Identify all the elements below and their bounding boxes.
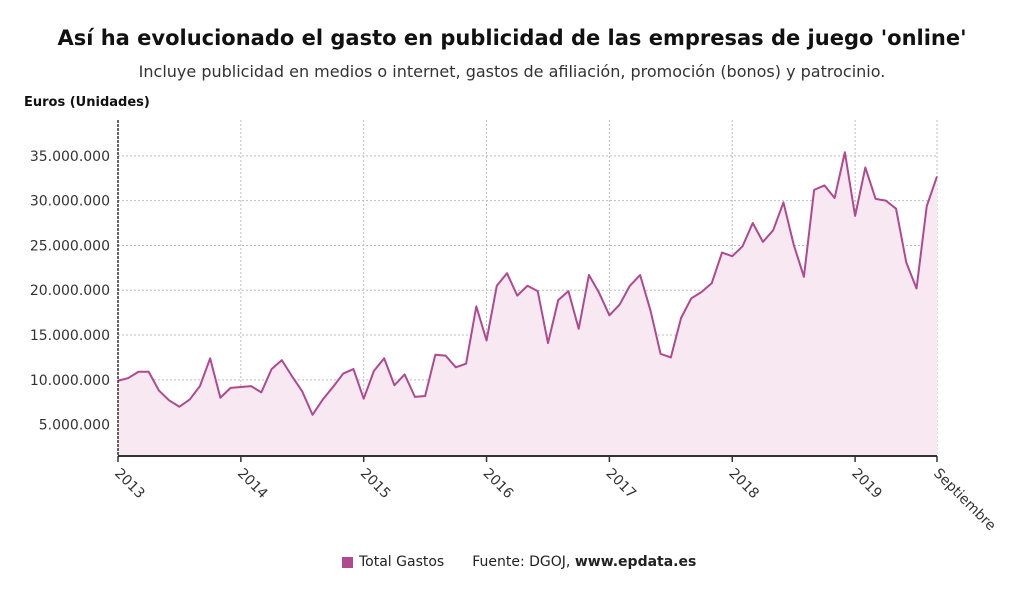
y-tick-label: 25.000.000: [30, 238, 110, 254]
x-axis-ticks: 2013 2014 2015 2016 2017 2018 2019 Septiembre: [111, 456, 999, 534]
y-tick-label: 10.000.000: [30, 373, 110, 389]
x-tick-label: 2013: [111, 466, 148, 503]
y-tick-label: 15.000.000: [30, 328, 110, 344]
source-note: Fuente: DGOJ, www.epdata.es: [472, 554, 696, 570]
chart-subtitle: Incluye publicidad en medios o internet,…: [138, 62, 886, 81]
x-tick-label: 2015: [357, 466, 394, 503]
legend-label-total-gastos: Total Gastos: [359, 554, 445, 570]
y-axis-ticks: 5.000.000 10.000.000 15.000.000 20.000.000 2…: [30, 149, 110, 434]
source-site: www.epdata.es: [574, 554, 697, 570]
x-tick-label: Septiembre: [930, 466, 999, 535]
legend: Total Gastos Fuente: DGOJ, www.epdata.es: [342, 554, 696, 570]
y-tick-label: 30.000.000: [30, 194, 110, 210]
y-axis-label: Euros (Unidades): [24, 95, 150, 110]
source-label: Fuente: DGOJ,: [472, 554, 571, 570]
legend-swatch: [342, 556, 353, 568]
chart-title: Así ha evolucionado el gasto en publicid…: [57, 26, 967, 50]
series-line-total-gastos: [117, 151, 938, 416]
axes: [117, 120, 937, 457]
y-tick-label: 35.000.000: [30, 149, 110, 165]
y-tick-label: 5.000.000: [39, 418, 110, 434]
series-area-total-gastos: [118, 152, 937, 456]
x-tick-label: 2014: [234, 466, 271, 503]
x-tick-label: 2017: [603, 466, 640, 503]
y-tick-label: 20.000.000: [30, 283, 110, 299]
x-tick-label: 2018: [725, 466, 762, 503]
x-tick-label: 2019: [848, 466, 885, 503]
x-tick-label: 2016: [480, 466, 517, 503]
